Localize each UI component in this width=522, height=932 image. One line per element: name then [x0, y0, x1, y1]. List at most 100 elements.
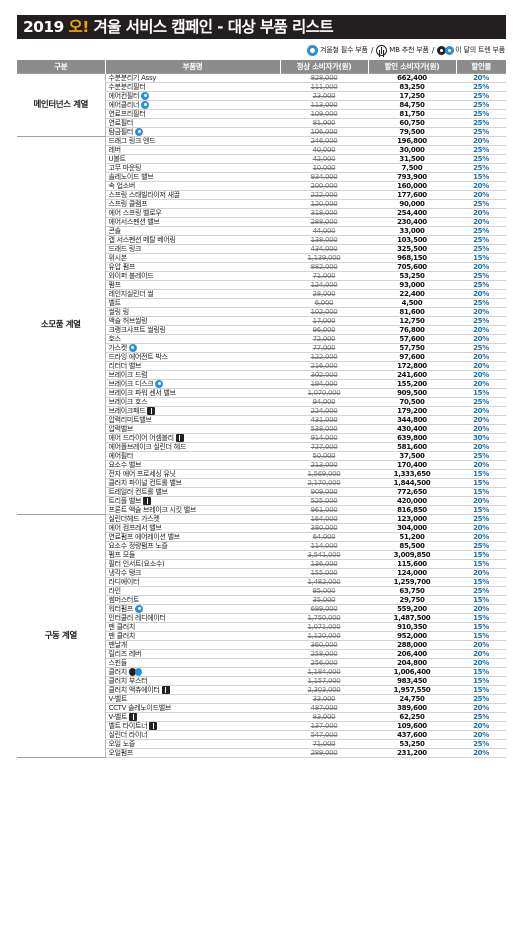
table-row: 브레이크패드 224,000 179,200 20%: [17, 406, 506, 416]
part-name: 압력밸브: [108, 424, 134, 433]
part-name: 클러치 액츄에이터: [108, 685, 160, 694]
legend: 겨울철 필수 부품 / MB 추천 부품 / 이 달의 트렌 부품: [307, 43, 505, 57]
table-row: 속 업소버 200,000 160,000 20%: [17, 181, 506, 191]
regular-price-cell: 50,000: [280, 451, 368, 461]
part-name-cell: 브레이크 파워 센서 밸브: [105, 388, 280, 398]
table-header-row: 구분 부품명 정상 소비자가(원) 할인 소비자가(원) 할인율: [17, 60, 506, 73]
part-name-cell: V-벨트: [105, 694, 280, 704]
table-row: 콘솔 44,000 33,000 25%: [17, 226, 506, 236]
part-name-cell: 가스켓: [105, 343, 280, 353]
part-name-cell: 요소수 밸브: [105, 460, 280, 470]
regular-price-cell: 136,000: [280, 559, 368, 569]
legend-winter-label: 겨울철 필수 부품: [320, 46, 368, 54]
mb-recommend-icon: [149, 721, 158, 729]
sale-price-cell: 30,000: [368, 145, 456, 155]
part-name: 트리플 밸브: [108, 496, 142, 505]
regular-price-cell: 216,000: [280, 361, 368, 371]
regular-price-cell: 113,000: [280, 100, 368, 110]
part-name: 벨트 타이트너: [108, 721, 148, 730]
discount-rate-cell: 20%: [456, 649, 506, 659]
part-name: 리터더 밸브: [108, 361, 142, 370]
table-row: 에어클리너 113,000 84,750 25%: [17, 100, 506, 110]
sale-price-cell: 53,250: [368, 739, 456, 749]
sale-price-cell: 1,487,500: [368, 613, 456, 623]
discount-rate-cell: 25%: [456, 397, 506, 407]
sale-price-cell: 172,800: [368, 361, 456, 371]
regular-price-cell: 81,000: [280, 118, 368, 128]
discount-rate-cell: 15%: [456, 667, 506, 677]
part-name-cell: 인터쿨러 레디에이터: [105, 613, 280, 623]
header-sale-price: 할인 소비자가(원): [368, 60, 457, 73]
regular-price-cell: 2,303,000: [280, 685, 368, 695]
part-name-cell: 요소수 정량펌프 노즐: [105, 541, 280, 551]
part-name: 콘솔: [108, 226, 122, 235]
discount-rate-cell: 25%: [456, 163, 506, 173]
part-name-cell: 에어서스펜션 밸브: [105, 217, 280, 227]
part-name: 속 업소버: [108, 181, 136, 190]
part-name: 전자 에어 프로세싱 유닛: [108, 469, 176, 478]
discount-rate-cell: 20%: [456, 748, 506, 758]
discount-rate-cell: 20%: [456, 325, 506, 335]
table-row: 라인 85,000 63,750 25%: [17, 586, 506, 596]
sale-price-cell: 90,000: [368, 199, 456, 209]
part-name-cell: 라디에이터: [105, 577, 280, 587]
part-name-cell: 에어 드라이어 어셈블리: [105, 433, 280, 443]
part-name-cell: 리터더 밸브: [105, 361, 280, 371]
sale-price-cell: 968,150: [368, 253, 456, 263]
table-row: 팬날개 360,000 288,000 20%: [17, 640, 506, 650]
regular-price-cell: 3,541,000: [280, 550, 368, 560]
regular-price-cell: 213,000: [280, 460, 368, 470]
table-row: 오일 노즐 71,000 53,250 25%: [17, 739, 506, 749]
table-row: 연료펌프 에어레이션 밸브 64,000 51,200 20%: [17, 532, 506, 542]
part-name: V-벨트: [108, 712, 128, 721]
sale-price-cell: 97,600: [368, 352, 456, 362]
part-name: 레버: [108, 145, 122, 154]
regular-price-cell: 318,000: [280, 208, 368, 218]
part-name-cell: 레인지실린더 씰: [105, 289, 280, 299]
table-row: 브레이크 드럼 302,000 241,600 20%: [17, 370, 506, 380]
part-name-cell: 에어 스프링 벨로우: [105, 208, 280, 218]
table-row: 썸머스터트 35,000 29,750 15%: [17, 595, 506, 605]
regular-price-cell: 10,000: [280, 163, 368, 173]
regular-price-cell: 1,139,000: [280, 253, 368, 263]
part-name: 요소수 정량펌프 노즐: [108, 541, 168, 550]
sale-price-cell: 109,600: [368, 721, 456, 731]
part-name: 에어 스프링 벨로우: [108, 208, 162, 217]
part-name-cell: 프론트 액슬 브레이크 시킷 밸브: [105, 505, 280, 515]
part-name: 필터 인서트(요소수): [108, 559, 165, 568]
regular-price-cell: 122,000: [280, 352, 368, 362]
discount-rate-cell: 25%: [456, 451, 506, 461]
part-name: 펌프: [108, 280, 122, 289]
part-name: 클러치: [108, 667, 128, 676]
table-row: 오일펌프 289,000 231,200 20%: [17, 748, 506, 758]
table-row: 실린더 라이너 547,000 437,600 20%: [17, 730, 506, 740]
table-row: 드라잉 에어전트 박스 122,000 97,600 20%: [17, 352, 506, 362]
sale-price-cell: 231,200: [368, 748, 456, 758]
part-name: 에어폴브레이크 실린더 헤드: [108, 442, 187, 451]
sale-price-cell: 230,400: [368, 217, 456, 227]
part-name: 연료펌프 에어레이션 밸브: [108, 532, 181, 541]
part-name: 위시본: [108, 253, 128, 262]
part-name-cell: 전자 에어 프로세싱 유닛: [105, 469, 280, 479]
regular-price-cell: 222,000: [280, 190, 368, 200]
winter-part-icon: [141, 100, 150, 108]
part-name-cell: 위시본: [105, 253, 280, 263]
part-name-cell: 씰링 링: [105, 307, 280, 317]
discount-rate-cell: 15%: [456, 505, 506, 515]
discount-rate-cell: 15%: [456, 595, 506, 605]
sale-price-cell: 85,500: [368, 541, 456, 551]
part-name-cell: 클러치: [105, 667, 280, 677]
discount-rate-cell: 15%: [456, 487, 506, 497]
regular-price-cell: 224,000: [280, 406, 368, 416]
title-year: 2019: [23, 18, 64, 36]
part-name-cell: 팬 클러치: [105, 622, 280, 632]
table-row: 액슬 허브씰링 17,000 12,750 25%: [17, 316, 506, 326]
regular-price-cell: 200,000: [280, 181, 368, 191]
discount-rate-cell: 15%: [456, 550, 506, 560]
sale-price-cell: 51,200: [368, 532, 456, 542]
regular-price-cell: 155,000: [280, 568, 368, 578]
regular-price-cell: 44,000: [280, 226, 368, 236]
part-name-cell: 팬날개: [105, 640, 280, 650]
table-row: 에어 컴프레서 밸브 380,000 304,000 20%: [17, 523, 506, 533]
part-name-cell: 클러치 액츄에이터: [105, 685, 280, 695]
